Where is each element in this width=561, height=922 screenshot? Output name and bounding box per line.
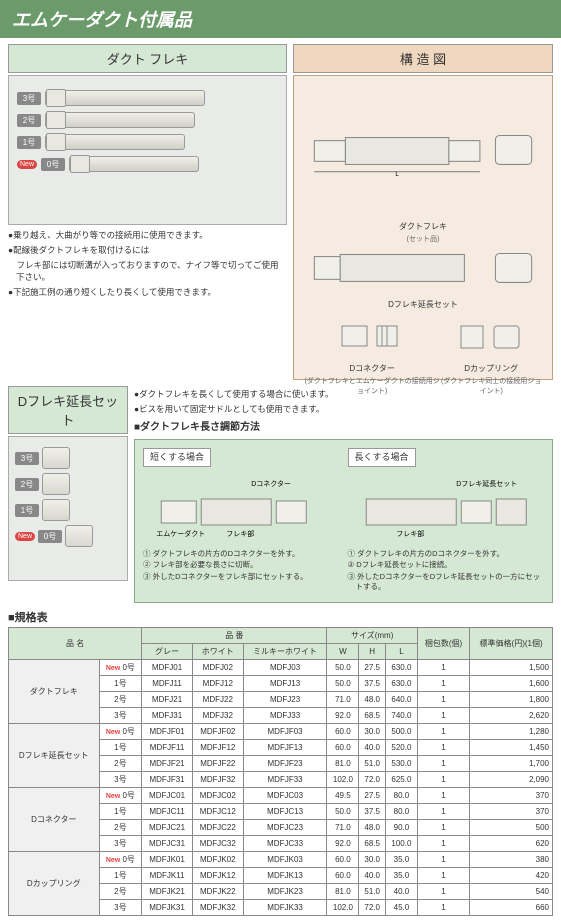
adjust-long-diagram: Dフレキ延長セット フレキ部 (348, 471, 545, 541)
duct-flex-photo: 3号 2号 1号 New 0号 (8, 75, 287, 225)
duct-shape (45, 134, 185, 150)
content: ダクト フレキ 3号 2号 1号 New 0号 ●乗り越え、大曲がり等での接続用に… (0, 38, 561, 922)
adjust-box: 短くする場合 Dコネクター エムケーダクト フレキ部 ① ダクトフレキの片方のD… (134, 439, 553, 603)
d-flex-header: Dフレキ延長セット (8, 386, 128, 434)
diagram-header: 構 造 図 (293, 44, 553, 73)
svg-text:Dコネクター: Dコネクター (251, 479, 291, 488)
svg-text:エムケーダクト: エムケーダクト (156, 529, 205, 538)
spec-table: 品 名 品 番 サイズ(mm) 梱包数(個) 標準価格(円)(1個) グレー ホ… (8, 627, 553, 916)
svg-text:フレキ部: フレキ部 (396, 529, 424, 538)
d-flex-photo: 3号 2号 1号 New0号 (8, 436, 128, 581)
duct-flex-notes: ●乗り越え、大曲がり等での接続用に使用できます。 ●配線後ダクトフレキを取付ける… (8, 229, 287, 299)
spec-table-title: ■規格表 (8, 609, 553, 625)
size-label: 3号 (17, 92, 41, 105)
diagram-d-flex (304, 244, 542, 294)
size-label: 0号 (41, 158, 65, 171)
diagram-d-coupling (456, 318, 526, 358)
new-badge: New (17, 160, 37, 169)
adjust-short-diagram: Dコネクター エムケーダクト フレキ部 (143, 471, 340, 541)
duct-shape (69, 156, 199, 172)
duct-flex-header: ダクト フレキ (8, 44, 287, 73)
svg-text:L: L (395, 171, 399, 178)
diagram-box: L ダクトフレキ (セット品) Dフレキ延長セット Dコネクター (ダクトフレキ… (293, 75, 553, 380)
diagram-duct-flex: L (304, 86, 542, 216)
group-name: ダクトフレキ (9, 659, 100, 723)
svg-text:Dフレキ延長セット: Dフレキ延長セット (456, 479, 517, 488)
size-label: 1号 (17, 136, 41, 149)
duct-shape (45, 90, 205, 106)
size-label: 2号 (17, 114, 41, 127)
duct-shape (45, 112, 195, 128)
group-name: Dフレキ延長セット (9, 723, 100, 787)
diagram-d-connector (337, 318, 407, 358)
page-title: エムケーダクト付属品 (0, 0, 561, 38)
svg-text:フレキ部: フレキ部 (226, 529, 254, 538)
group-name: Dコネクター (9, 787, 100, 851)
group-name: Dカップリング (9, 851, 100, 915)
